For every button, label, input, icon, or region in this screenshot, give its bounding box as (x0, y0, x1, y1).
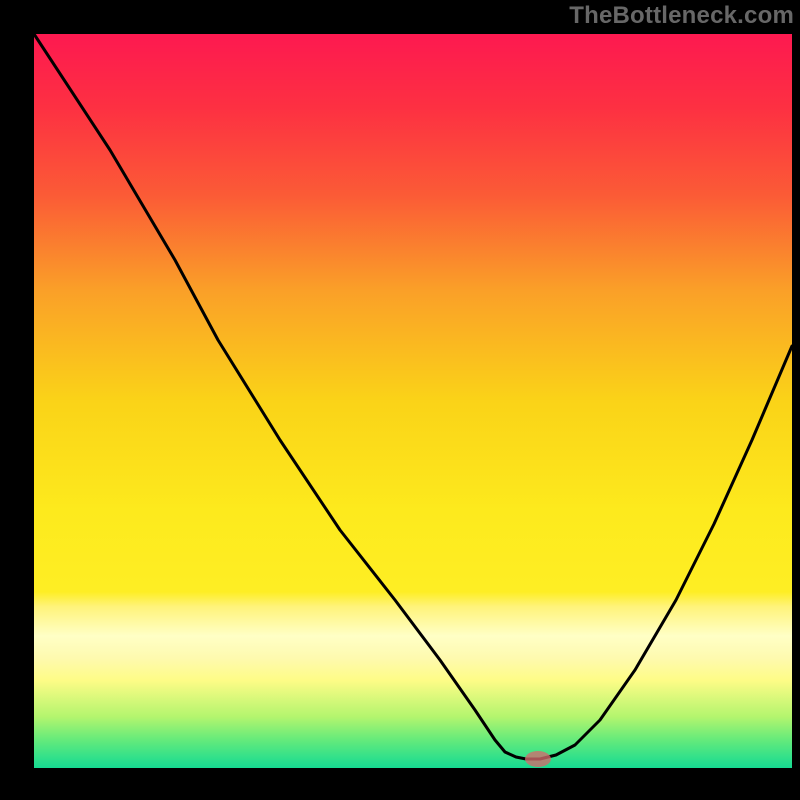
plot-area (34, 34, 792, 768)
optimal-marker (525, 751, 551, 767)
chart-svg (0, 0, 800, 800)
watermark-text: TheBottleneck.com (569, 2, 794, 30)
chart-frame: TheBottleneck.com (0, 0, 800, 800)
